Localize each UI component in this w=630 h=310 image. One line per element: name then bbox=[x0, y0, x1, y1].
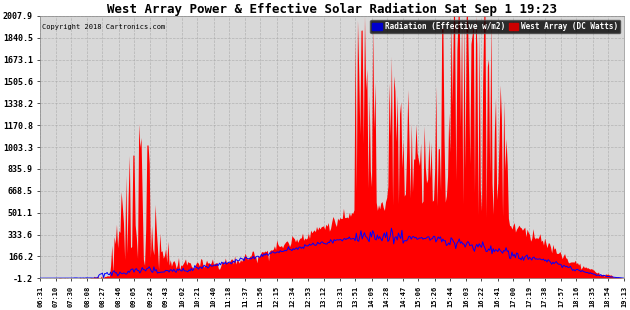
Legend: Radiation (Effective w/m2), West Array (DC Watts): Radiation (Effective w/m2), West Array (… bbox=[370, 20, 621, 33]
Title: West Array Power & Effective Solar Radiation Sat Sep 1 19:23: West Array Power & Effective Solar Radia… bbox=[107, 3, 558, 16]
Text: Copyright 2018 Cartronics.com: Copyright 2018 Cartronics.com bbox=[42, 24, 165, 30]
